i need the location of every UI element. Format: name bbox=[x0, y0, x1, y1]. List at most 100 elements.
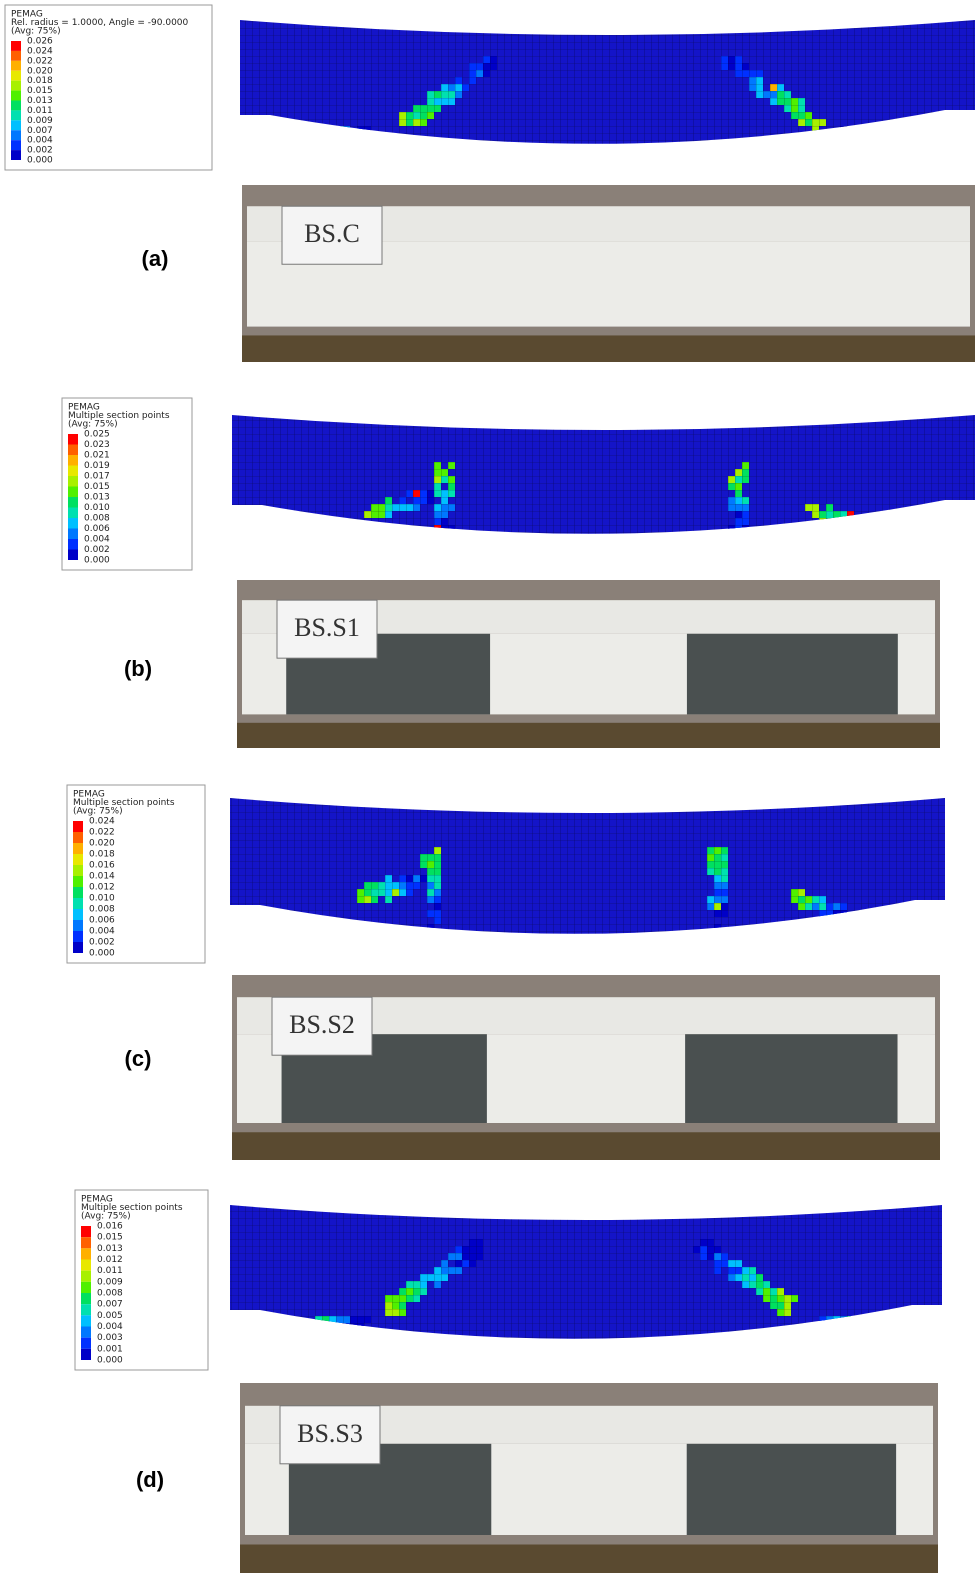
fe-element bbox=[322, 133, 329, 140]
fe-element bbox=[301, 1323, 308, 1330]
legend-swatch bbox=[73, 843, 83, 854]
legend-value: 0.008 bbox=[89, 905, 115, 915]
fe-element bbox=[357, 140, 364, 144]
fe-element bbox=[861, 518, 868, 525]
legend-swatch bbox=[68, 507, 78, 518]
legend-value: 0.013 bbox=[97, 1244, 123, 1254]
legend-value: 0.021 bbox=[84, 451, 110, 461]
fe-element bbox=[854, 525, 861, 532]
legend-value: 0.007 bbox=[97, 1300, 123, 1310]
fe-element bbox=[868, 140, 875, 144]
legend-value: 0.020 bbox=[89, 839, 115, 849]
legend-value: 0.026 bbox=[27, 37, 53, 47]
fe-element bbox=[875, 133, 882, 140]
fe-element bbox=[371, 133, 378, 140]
legend-swatch bbox=[11, 60, 21, 71]
fe-element bbox=[329, 133, 336, 140]
panel-label: (b) bbox=[124, 656, 152, 681]
legend-value: 0.013 bbox=[84, 493, 110, 503]
legend-value: 0.004 bbox=[27, 136, 53, 146]
legend-box bbox=[61, 397, 193, 571]
fe-element bbox=[329, 140, 336, 144]
fe-element bbox=[329, 140, 336, 144]
legend-swatch bbox=[73, 920, 83, 931]
specimen-tag: BS.C bbox=[304, 219, 360, 248]
fe-element bbox=[315, 1323, 322, 1330]
legend-value: 0.000 bbox=[27, 156, 53, 166]
fe-element bbox=[840, 525, 847, 532]
fe-element bbox=[847, 133, 854, 140]
legend-value: 0.006 bbox=[89, 916, 115, 926]
legend-swatch bbox=[11, 50, 21, 61]
legend-line: Multiple section points bbox=[68, 411, 170, 421]
fe-element bbox=[343, 1323, 350, 1330]
legend-box bbox=[4, 4, 213, 171]
fe-element bbox=[350, 140, 357, 144]
legend-swatch bbox=[73, 931, 83, 942]
panel-label: (a) bbox=[142, 246, 169, 271]
fe-element bbox=[854, 140, 861, 144]
fe-element bbox=[882, 140, 889, 144]
photo-floor bbox=[240, 1544, 938, 1573]
fe-element bbox=[861, 1316, 868, 1323]
fe-element bbox=[819, 1323, 826, 1330]
fe-element bbox=[315, 1330, 322, 1337]
legend-value: 0.014 bbox=[89, 872, 115, 882]
panel-label: (d) bbox=[136, 1467, 164, 1492]
legend-line: (Avg: 75%) bbox=[81, 1212, 131, 1222]
legend-line: Rel. radius = 1.0000, Angle = -90.0000 bbox=[11, 18, 189, 28]
legend-swatch bbox=[81, 1270, 91, 1282]
legend-line: (Avg: 75%) bbox=[73, 807, 123, 817]
fe-element bbox=[826, 1323, 833, 1330]
fe-element bbox=[735, 539, 742, 546]
fe-element bbox=[826, 1323, 833, 1330]
fe-element bbox=[350, 140, 357, 144]
legend-swatch bbox=[81, 1259, 91, 1271]
fe-element bbox=[882, 126, 889, 133]
specimen-tag-box bbox=[281, 205, 383, 265]
legend-value: 0.009 bbox=[27, 116, 53, 126]
fe-element bbox=[322, 133, 329, 140]
legend-line: PEMAG bbox=[68, 403, 100, 413]
legend-swatch bbox=[68, 497, 78, 508]
fe-element bbox=[868, 532, 875, 534]
fe-element bbox=[847, 1323, 854, 1330]
fe-element bbox=[861, 140, 868, 144]
legend-value: 0.024 bbox=[89, 817, 115, 827]
legend-value: 0.025 bbox=[84, 430, 110, 440]
fe-element bbox=[868, 1316, 875, 1323]
fe-element bbox=[854, 518, 861, 525]
legend-value: 0.015 bbox=[84, 482, 110, 492]
legend-swatch bbox=[73, 865, 83, 876]
fe-element bbox=[847, 140, 854, 144]
fe-element bbox=[868, 133, 875, 140]
fe-element bbox=[322, 1323, 329, 1330]
legend-value: 0.002 bbox=[89, 938, 115, 948]
fe-element bbox=[728, 539, 735, 546]
fe-element bbox=[840, 1323, 847, 1330]
fe-element bbox=[868, 133, 875, 140]
fe-element bbox=[371, 140, 378, 144]
legend-swatch bbox=[11, 150, 21, 160]
fe-element bbox=[868, 525, 875, 532]
fe-element bbox=[861, 133, 868, 140]
fe-element bbox=[868, 1323, 875, 1330]
fe-element bbox=[847, 525, 854, 532]
legend-value: 0.019 bbox=[84, 461, 110, 471]
fe-element bbox=[889, 133, 896, 140]
legend-value: 0.012 bbox=[89, 883, 115, 893]
fe-element bbox=[868, 1316, 875, 1323]
legend-value: 0.004 bbox=[89, 927, 115, 937]
legend-swatch bbox=[11, 120, 21, 131]
legend-value: 0.001 bbox=[97, 1344, 123, 1354]
fe-element bbox=[371, 133, 378, 140]
legend-swatch bbox=[81, 1237, 91, 1249]
fe-element bbox=[329, 133, 336, 140]
fe-element bbox=[826, 525, 833, 532]
fe-element bbox=[840, 1323, 847, 1330]
legend-value: 0.010 bbox=[89, 894, 115, 904]
legend-swatch bbox=[68, 476, 78, 487]
photo-floor bbox=[242, 335, 975, 362]
fe-element bbox=[840, 140, 847, 144]
